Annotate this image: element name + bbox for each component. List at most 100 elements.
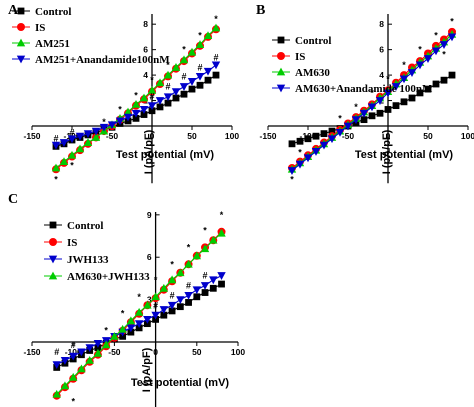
panel-letter-c: C	[8, 192, 18, 207]
data-point	[192, 251, 201, 260]
legend-entry: Control	[295, 35, 331, 47]
data-point	[439, 41, 449, 49]
data-point	[184, 259, 193, 268]
legend-marker	[277, 52, 285, 60]
x-tick-label: 0	[153, 347, 158, 357]
data-point	[179, 55, 189, 64]
data-point	[115, 117, 125, 126]
data-point	[367, 103, 377, 112]
data-point	[172, 94, 180, 102]
data-point	[75, 144, 85, 153]
data-point	[69, 352, 78, 361]
data-point	[123, 107, 133, 116]
data-point	[171, 88, 181, 97]
data-point	[187, 78, 197, 86]
data-point	[424, 85, 432, 93]
significance-marker: *	[134, 90, 138, 100]
data-point	[171, 63, 181, 71]
data-point	[139, 93, 149, 102]
legend-marker	[16, 38, 26, 47]
data-point	[147, 102, 157, 111]
significance-marker: *	[418, 45, 422, 55]
data-point	[51, 141, 61, 150]
data-point	[91, 127, 101, 136]
x-tick-label: -50	[342, 131, 355, 141]
data-point	[351, 116, 361, 125]
significance-marker: *	[442, 50, 446, 60]
data-point	[335, 128, 345, 137]
significance-marker: *	[54, 174, 58, 184]
x-tick-label: 100	[231, 347, 245, 357]
data-point	[52, 389, 61, 398]
significance-marker: *	[434, 31, 438, 41]
significance-marker: *	[338, 113, 342, 123]
legend-marker	[48, 255, 58, 264]
legend-entry: AM630+JWH133	[67, 271, 150, 283]
data-point	[69, 372, 78, 381]
data-point	[288, 140, 296, 148]
data-point	[140, 111, 148, 118]
data-point	[392, 102, 400, 110]
data-point	[151, 311, 160, 320]
data-point	[176, 296, 185, 305]
legend-entry: IS	[67, 237, 77, 249]
data-point	[59, 139, 69, 147]
significance-marker: *	[370, 88, 374, 98]
data-point	[312, 132, 320, 140]
data-point	[110, 331, 119, 340]
legend-entry: AM251+Anandamide100nM	[35, 54, 170, 66]
x-axis-label: Test potential (mV)	[131, 377, 230, 389]
data-point	[209, 284, 217, 292]
significance-marker: #	[149, 92, 154, 102]
data-point	[211, 61, 221, 70]
data-point	[400, 98, 408, 106]
data-point	[448, 71, 456, 79]
legend-marker	[276, 67, 286, 76]
data-point	[304, 135, 312, 143]
x-tick-label: 0	[150, 131, 155, 141]
data-point	[155, 78, 165, 87]
x-tick-label: 50	[192, 347, 202, 357]
data-point	[126, 316, 136, 325]
data-point	[383, 89, 393, 98]
significance-marker: *	[386, 74, 390, 84]
data-point	[196, 81, 204, 89]
data-point	[99, 123, 109, 132]
significance-marker: #	[197, 62, 202, 72]
y-tick-label: 9	[147, 210, 152, 220]
data-point	[180, 90, 188, 98]
legend-entry: IS	[35, 22, 45, 34]
legend-entry: IS	[295, 51, 305, 63]
legend-marker	[17, 7, 25, 15]
significance-marker: #	[69, 127, 74, 137]
significance-marker: *	[102, 117, 106, 127]
legend-marker	[16, 55, 26, 64]
significance-marker: *	[121, 309, 125, 319]
data-point	[185, 299, 192, 306]
significance-marker: *	[150, 75, 154, 85]
data-point	[156, 103, 164, 111]
significance-marker: *	[354, 102, 358, 112]
data-point	[151, 292, 160, 301]
significance-marker: #	[54, 347, 59, 357]
data-point	[134, 307, 144, 316]
legend-marker	[277, 36, 285, 44]
data-point	[163, 93, 173, 102]
data-point	[188, 85, 196, 93]
significance-marker: #	[153, 300, 158, 310]
x-tick-label: -150	[23, 347, 40, 357]
data-point	[201, 289, 209, 296]
data-point	[408, 94, 416, 102]
legend-entry: AM630	[295, 67, 330, 79]
significance-marker: *	[298, 148, 302, 158]
y-tick-label: 6	[147, 252, 152, 262]
significance-marker: *	[198, 31, 202, 41]
data-point	[67, 150, 77, 159]
data-point	[320, 130, 328, 138]
data-point	[179, 83, 189, 91]
data-point	[200, 244, 210, 253]
significance-marker: #	[165, 82, 170, 92]
data-point	[167, 301, 177, 310]
data-point	[440, 76, 448, 84]
significance-marker: *	[166, 60, 170, 70]
